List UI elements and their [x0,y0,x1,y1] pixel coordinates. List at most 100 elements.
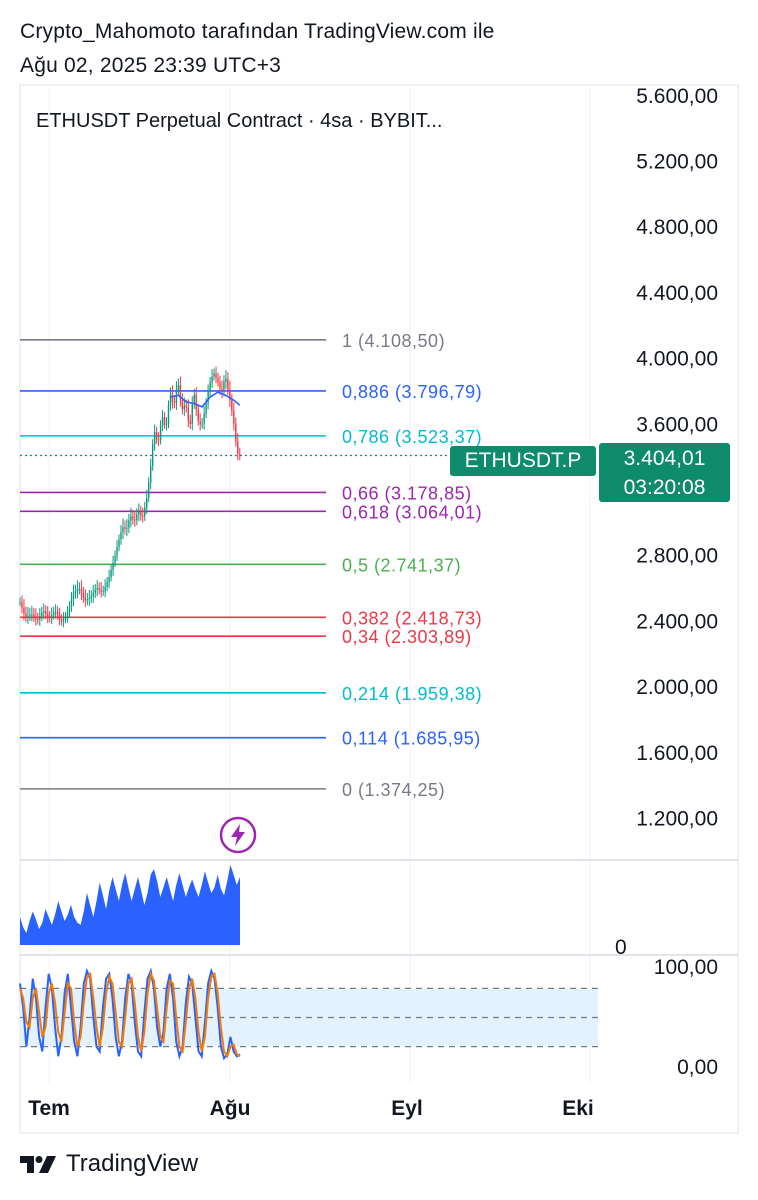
candle-body [56,611,59,616]
candle-body [213,373,215,377]
candle-body [43,611,45,613]
candle-body [189,420,191,424]
y-tick-label: 3.600,00 [636,413,718,436]
candle-body [163,417,166,425]
fib-level-label-4: 0,618 (3.064,01) [342,502,482,522]
candle-body [128,520,130,528]
candle-body [66,613,69,618]
x-tick-label: Ağu [210,1097,251,1120]
candle-body [138,511,140,515]
candle-body [58,615,61,620]
candle-body [153,432,156,445]
chart-title: ETHUSDT Perpetual Contract · 4sa · BYBIT… [36,110,442,132]
candle-body [33,614,35,617]
candle-body [237,441,239,454]
candle-body [39,616,41,620]
candle-body [64,617,67,620]
candle-body [102,591,104,593]
candle-body [50,615,53,618]
candle-body [80,588,83,594]
candle-body [185,405,188,408]
candle-body [118,539,120,548]
candle-body [84,597,87,601]
candle-body [92,593,94,597]
candle-body [41,612,43,617]
candle-body [211,376,213,383]
candle-body [110,570,112,578]
tradingview-logo[interactable]: TradingView [20,1150,198,1178]
candle-body [136,514,138,521]
candle-body [27,615,29,617]
y-tick-label: 2.800,00 [636,545,718,568]
symbol-price-tag: ETHUSDT.P [450,446,596,476]
candle-body [235,423,237,442]
candle-body [76,589,79,592]
candle-body [146,497,148,508]
candle-body [86,599,89,601]
candle-body [21,602,23,608]
author-line: Crypto_Mahomoto tarafından TradingView.c… [20,20,495,43]
lightning-bolt-icon[interactable] [219,816,257,854]
candle-body [199,421,201,425]
moving-average-line [170,391,241,408]
volume-y-tick: 0 [615,936,627,959]
candle-body [90,596,92,599]
candle-body [62,619,65,622]
candle-body [187,407,189,421]
candle-body [148,482,150,498]
candle-body [74,591,77,594]
candle-body [116,547,118,556]
y-tick-label: 2.400,00 [636,610,718,633]
candle-body [225,378,227,382]
candle-body [171,394,174,402]
candle-body [219,382,221,390]
y-tick-label: 1.600,00 [636,742,718,765]
candle-body [229,389,231,401]
candle-body [233,410,235,424]
stochastic-line-1 [19,970,241,1059]
candle-body [181,399,184,410]
fib-level-label-5: 0,5 (2.741,37) [342,555,461,575]
y-tick-label: 5.200,00 [636,151,718,174]
candle-body [114,555,116,563]
candle-body [151,444,154,467]
y-tick-label: 4.800,00 [636,216,718,239]
candle-body [19,602,21,604]
stochastic-line-0 [19,967,241,1061]
candle-body [207,391,209,404]
candle-body [68,606,71,614]
candle-body [122,527,124,532]
candle-body [72,593,75,600]
y-tick-label: 5.600,00 [636,85,718,108]
candle-body [201,423,203,425]
candle-body [157,439,160,441]
chart-frame [19,84,739,1134]
y-tick-label: 4.400,00 [636,282,718,305]
candle-body [120,531,122,540]
candle-body [130,516,132,521]
candle-body [78,588,81,590]
candle-body [88,598,90,600]
fib-level-label-8: 0,214 (1.959,38) [342,684,482,704]
candle-body [191,404,193,424]
candle-body [167,405,170,425]
candle-body [94,589,96,594]
candle-body [112,562,114,571]
fib-level-label-10: 0 (1.374,25) [342,780,445,800]
candle-body [108,577,110,583]
candle-body [126,527,128,529]
candle-body [161,417,164,426]
candle-body [149,466,152,483]
stochastic-y-tick: 100,00 [654,956,718,979]
x-tick-label: Eyl [391,1097,423,1120]
volume-area [20,865,240,945]
candle-body [203,413,205,424]
y-tick-label: 2.000,00 [636,676,718,699]
candle-body [47,614,49,617]
candle-body [155,432,158,440]
x-tick-label: Eki [562,1097,594,1120]
candle-body [52,612,55,616]
candle-body [173,401,176,403]
candle-body [134,519,136,521]
